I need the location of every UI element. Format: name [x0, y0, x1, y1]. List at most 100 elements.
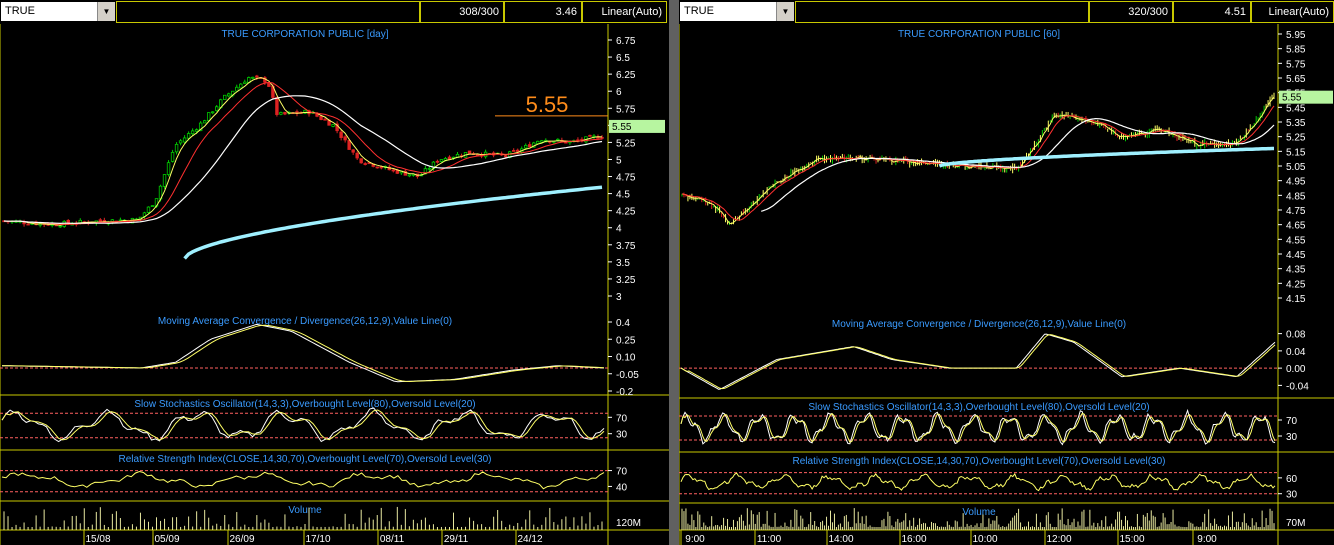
volume-tick-label: 70M — [1286, 518, 1305, 529]
candle-body — [528, 144, 532, 148]
candle-body — [227, 93, 231, 97]
time-tick-label: 05/09 — [154, 534, 179, 545]
time-tick-label: 9:00 — [1197, 534, 1217, 545]
price-tick-label: 6.25 — [616, 70, 636, 81]
price-tick-label: 4 — [616, 224, 622, 235]
candle-body — [275, 96, 279, 115]
left-symbol-select[interactable]: TRUE — [1, 2, 114, 21]
candle-body — [524, 144, 528, 149]
indicator-tick-label: -0.04 — [1286, 381, 1309, 392]
time-tick-label: 24/12 — [517, 534, 542, 545]
price-tick-label: 4.85 — [1286, 191, 1306, 202]
candle-body — [267, 82, 271, 87]
left-scale-mode[interactable]: Linear(Auto) — [582, 1, 667, 23]
volume-tick-label: 120M — [616, 518, 641, 529]
left-bars-count: 308/300 — [420, 1, 504, 23]
candle-body — [166, 162, 171, 175]
candle-body — [162, 174, 167, 187]
price-tick-label: 5.45 — [1286, 103, 1306, 114]
candle-body — [58, 225, 62, 228]
macd-signal-line — [680, 334, 1276, 390]
candle-body — [540, 140, 544, 143]
indicator-tick-label: 0.08 — [1286, 330, 1306, 341]
candle-body — [359, 158, 363, 164]
indicator-tick-label: 0.04 — [1286, 347, 1306, 358]
candle-body — [186, 133, 191, 139]
stoch-k-line — [680, 408, 1276, 446]
candle-body — [351, 149, 355, 153]
candle-body — [210, 111, 215, 114]
price-tick-label: 3.5 — [616, 258, 630, 269]
price-tick-label: 5.25 — [1286, 133, 1306, 144]
candle-body — [279, 112, 283, 115]
left-header-blank — [116, 1, 420, 23]
right-chart-canvas[interactable]: TRUE CORPORATION PUBLIC [60] 5.95 5.85 5.75… — [679, 0, 1334, 545]
right-symbol-select[interactable]: TRUE — [680, 2, 793, 21]
candle-body — [516, 149, 520, 152]
price-tick-label: 3.25 — [616, 275, 636, 286]
right-bars-count: 320/300 — [1089, 1, 1173, 23]
time-tick-label: 9:00 — [685, 534, 705, 545]
left-symbol-dropdown-icon[interactable]: ▼ — [97, 2, 115, 21]
candle-body — [146, 206, 151, 213]
indicator-title: Moving Average Convergence / Divergence(… — [832, 319, 1126, 330]
indicator-tick-label: 0.25 — [616, 335, 636, 346]
candle-body — [182, 137, 187, 143]
time-tick-label: 14:00 — [828, 534, 853, 545]
right-symbol-dropdown-icon[interactable]: ▼ — [776, 2, 794, 21]
candle-body — [251, 76, 255, 79]
price-tick-label: 3.75 — [616, 241, 636, 252]
ma-mid-line — [681, 105, 1275, 221]
price-tick-label: 5.75 — [1286, 59, 1306, 70]
left-chart-canvas[interactable]: TRUE CORPORATION PUBLIC [day] 6.75 6.5 6.25… — [0, 0, 669, 545]
candle-body — [347, 140, 351, 150]
time-tick-label: 11:00 — [757, 534, 782, 545]
price-tick-label: 5 — [616, 155, 622, 166]
last-price-label-bg — [609, 119, 665, 133]
panel-separator[interactable] — [669, 0, 679, 545]
price-tick-label: 5.65 — [1286, 74, 1306, 85]
right-last-value: 4.51 — [1173, 1, 1251, 23]
price-tick-label: 5.85 — [1286, 45, 1306, 56]
ma-mid-line — [3, 81, 603, 226]
candle-body — [243, 81, 247, 84]
right-chart-panel: TRUE ▼ 320/300 4.51 Linear(Auto) TRUE CO… — [679, 0, 1334, 545]
candle-body — [588, 134, 592, 137]
candle-body — [178, 140, 183, 144]
ma-slow-line — [3, 95, 603, 225]
candle-body — [427, 167, 432, 170]
candle-body — [447, 156, 452, 160]
candle-body — [503, 155, 508, 158]
indicator-title: Relative Strength Index(CLOSE,14,30,70),… — [793, 456, 1166, 467]
candle-body — [303, 109, 307, 114]
right-header-blank — [795, 1, 1089, 23]
candle-body — [475, 154, 480, 156]
indicator-tick-label: 0.00 — [1286, 364, 1306, 375]
candle-body — [343, 136, 347, 141]
last-price-label: 5.55 — [612, 122, 632, 133]
candle-body — [206, 112, 211, 122]
price-tick-label: 4.25 — [616, 207, 636, 218]
volume-title: Volume — [288, 505, 322, 516]
price-tick-label: 4.95 — [1286, 177, 1306, 188]
price-tick-label: 5.05 — [1286, 162, 1306, 173]
candle-body — [556, 138, 560, 141]
indicator-tick-label: 70 — [1286, 416, 1298, 427]
time-tick-label: 15/08 — [85, 534, 110, 545]
candle-body — [331, 124, 335, 127]
indicator-tick-label: 60 — [1286, 474, 1298, 485]
indicator-tick-label: 30 — [1286, 432, 1298, 443]
candle-body — [512, 149, 516, 152]
price-tick-label: 5.15 — [1286, 147, 1306, 158]
volume-title: Volume — [962, 507, 996, 518]
price-tick-label: 5.25 — [616, 138, 636, 149]
candle-body — [170, 152, 175, 162]
left-last-value: 3.46 — [504, 1, 582, 23]
candle-body — [375, 166, 379, 169]
stoch-d-line — [1, 409, 605, 441]
price-tick-label: 3 — [616, 292, 622, 303]
candle-body — [215, 106, 219, 112]
indicator-tick-label: 30 — [616, 430, 628, 441]
price-tick-label: 5.95 — [1286, 30, 1306, 41]
indicator-tick-label: 70 — [616, 413, 628, 424]
